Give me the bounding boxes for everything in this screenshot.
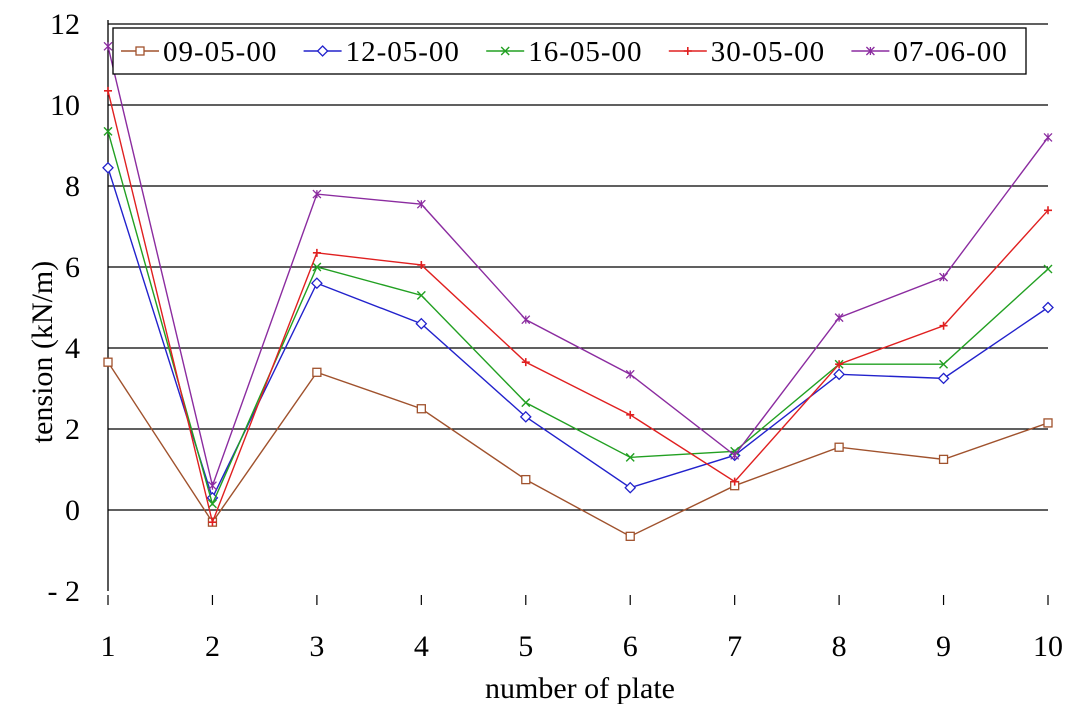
series-line-09-05-00	[107, 361, 1049, 538]
x-tick-label: 9	[936, 630, 951, 663]
legend-marker	[683, 47, 692, 55]
data-point	[519, 410, 532, 423]
y-tick-label: 8	[65, 170, 80, 203]
data-point	[207, 481, 217, 491]
data-point	[521, 358, 530, 367]
data-point	[207, 499, 217, 509]
series-line-30-05-00	[107, 90, 1049, 525]
x-tick-label: 8	[832, 630, 847, 663]
data-point	[312, 262, 322, 272]
y-tick-label: 4	[65, 332, 80, 365]
series-line-12-05-00	[107, 167, 1049, 500]
y-tick-label: 12	[50, 8, 80, 41]
data-point	[625, 452, 635, 462]
data-point	[102, 161, 114, 174]
x-tick-label: 3	[309, 630, 324, 663]
data-point	[415, 317, 428, 330]
data-point	[103, 357, 113, 367]
series-line-16-05-00	[107, 131, 1049, 506]
y-tick-label: 0	[65, 494, 80, 527]
data-point	[624, 481, 637, 494]
legend: 09-05-00 12-05-00 16-05-00 30-05-00 07-06-00	[112, 27, 1027, 75]
x-tick-label: 6	[623, 630, 638, 663]
y-tick-label: 10	[50, 89, 80, 122]
data-point	[1042, 301, 1054, 314]
data-point	[939, 272, 949, 282]
data-point	[834, 313, 844, 323]
data-point	[103, 126, 113, 136]
gridlines	[108, 23, 1048, 511]
data-point	[1043, 132, 1053, 142]
x-tick-label: 2	[205, 630, 220, 663]
series	[102, 41, 1054, 541]
x-tick-label: 4	[414, 630, 429, 663]
x-tick-label: 1	[101, 630, 116, 663]
data-point	[625, 531, 635, 541]
data-point	[521, 315, 531, 325]
data-point	[312, 189, 322, 199]
data-point	[104, 86, 112, 95]
legend-marker	[316, 45, 329, 57]
data-point	[103, 41, 113, 51]
data-point	[939, 359, 949, 369]
data-point	[312, 248, 321, 257]
data-point	[833, 368, 846, 381]
data-point	[1043, 264, 1053, 274]
data-point	[312, 367, 322, 377]
legend-marker	[135, 46, 145, 56]
legend-label: 30-05-00	[711, 36, 825, 68]
legend-label: 16-05-00	[528, 36, 642, 68]
legend-label: 07-06-00	[893, 36, 1007, 68]
data-point	[208, 518, 217, 527]
data-point	[834, 442, 844, 452]
data-point	[626, 410, 635, 419]
data-point	[310, 277, 323, 290]
y-tick-label: - 2	[48, 575, 81, 608]
data-point	[416, 404, 426, 414]
data-point	[937, 372, 950, 385]
x-tick-label: 10	[1033, 630, 1063, 663]
data-point	[730, 450, 740, 460]
x-axis-title: number of plate	[485, 672, 675, 704]
legend-marker	[500, 46, 510, 56]
data-point	[521, 474, 531, 485]
data-point	[416, 290, 426, 300]
x-tick-label: 7	[727, 630, 742, 663]
legend-label: 09-05-00	[163, 36, 277, 68]
series-line-07-06-00	[107, 46, 1049, 489]
y-axis-title: tension (kN/m)	[26, 261, 59, 443]
x-tick-label: 5	[518, 630, 533, 663]
data-point	[938, 454, 949, 465]
data-point	[1044, 206, 1052, 215]
data-point	[730, 477, 739, 486]
data-point	[625, 369, 635, 379]
data-point	[939, 321, 948, 330]
data-point	[835, 360, 844, 369]
y-tick-label: 6	[65, 251, 80, 284]
y-tick-label: 2	[65, 413, 80, 446]
data-point	[1043, 418, 1053, 428]
data-point	[416, 199, 426, 209]
data-point	[521, 398, 531, 408]
legend-label: 12-05-00	[346, 36, 460, 68]
data-point	[417, 260, 426, 269]
legend-marker	[865, 46, 875, 56]
